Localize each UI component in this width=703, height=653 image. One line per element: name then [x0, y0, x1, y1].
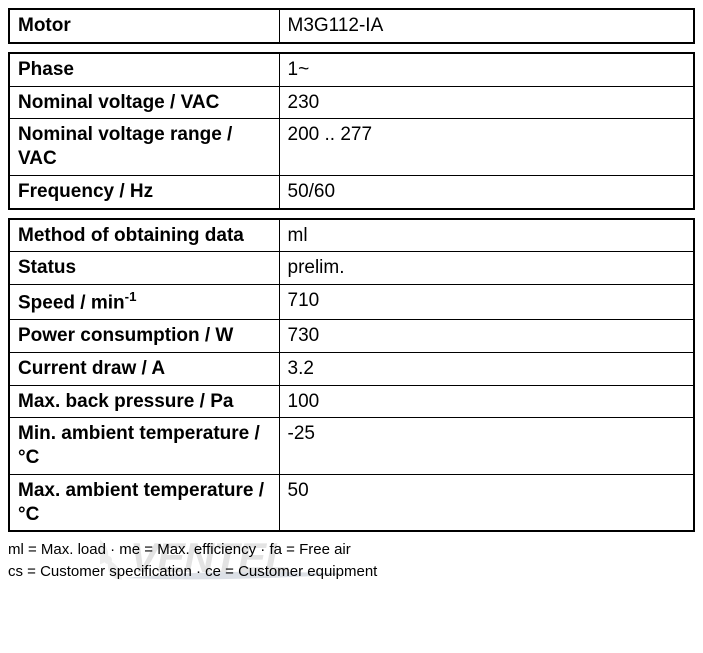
motor-table: Motor M3G112-IA	[8, 8, 695, 44]
spec-label: Frequency / Hz	[9, 175, 279, 208]
spec-label: Min. ambient temperature / °C	[9, 418, 279, 475]
spec-label: Max. ambient temperature / °C	[9, 474, 279, 531]
spec-value: 50/60	[279, 175, 694, 208]
motor-value: M3G112-IA	[279, 9, 694, 43]
table-row: Nominal voltage range / VAC200 .. 277	[9, 119, 694, 176]
spec-value: prelim.	[279, 252, 694, 285]
spec-value: 730	[279, 320, 694, 353]
table-row: Phase1~	[9, 53, 694, 86]
spec-value: 50	[279, 474, 694, 531]
table-row: Max. back pressure / Pa100	[9, 385, 694, 418]
footer-line-2: cs = Customer specification · ce = Custo…	[8, 562, 695, 582]
spec-label: Phase	[9, 53, 279, 86]
spec-label: Current draw / A	[9, 352, 279, 385]
footer-line-1: ml = Max. load · me = Max. efficiency · …	[8, 540, 695, 560]
spec-value: 3.2	[279, 352, 694, 385]
spec-label: Status	[9, 252, 279, 285]
spec-value: ml	[279, 219, 694, 252]
table-row: Speed / min-1710	[9, 285, 694, 320]
table-row: Motor M3G112-IA	[9, 9, 694, 43]
spec-label: Power consumption / W	[9, 320, 279, 353]
spec-value: 230	[279, 86, 694, 119]
motor-label: Motor	[9, 9, 279, 43]
spec-label: Method of obtaining data	[9, 219, 279, 252]
spec-value: 200 .. 277	[279, 119, 694, 176]
spec-value: 1~	[279, 53, 694, 86]
table-row: Power consumption / W730	[9, 320, 694, 353]
electrical-table: Phase1~Nominal voltage / VAC230Nominal v…	[8, 52, 695, 210]
table-row: Min. ambient temperature / °C-25	[9, 418, 694, 475]
spec-value: -25	[279, 418, 694, 475]
table-row: Statusprelim.	[9, 252, 694, 285]
table-row: Current draw / A3.2	[9, 352, 694, 385]
table-row: Method of obtaining dataml	[9, 219, 694, 252]
performance-table: Method of obtaining datamlStatusprelim.S…	[8, 218, 695, 533]
table-row: Nominal voltage / VAC230	[9, 86, 694, 119]
table-row: Frequency / Hz50/60	[9, 175, 694, 208]
table-row: Max. ambient temperature / °C50	[9, 474, 694, 531]
spec-value: 100	[279, 385, 694, 418]
spec-label: Max. back pressure / Pa	[9, 385, 279, 418]
spec-value: 710	[279, 285, 694, 320]
spec-label: Nominal voltage / VAC	[9, 86, 279, 119]
spec-label: Speed / min-1	[9, 285, 279, 320]
spec-label: Nominal voltage range / VAC	[9, 119, 279, 176]
